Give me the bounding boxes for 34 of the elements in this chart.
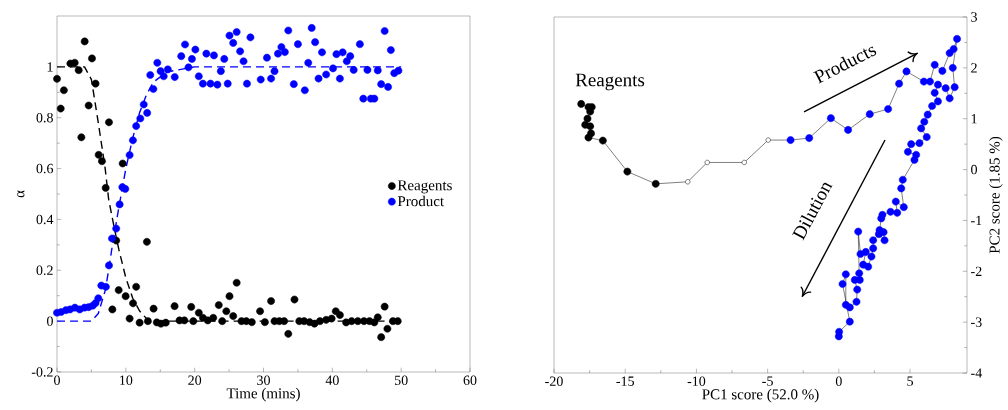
y-tick-label: -4: [971, 368, 982, 378]
y-tick-label: 0.4: [36, 214, 54, 225]
y-tick-label: 1: [47, 62, 53, 72]
x-tick-label: 0: [835, 376, 842, 386]
y-tick-label: 0: [971, 164, 978, 175]
x-tick-label: 20: [188, 375, 202, 385]
legend-label: Reagents: [397, 180, 452, 194]
y-tick-label: 0.6: [36, 163, 54, 174]
legend-label: Product: [397, 195, 444, 207]
x-tick-label: 40: [325, 375, 339, 385]
y-tick-label: -2: [971, 266, 982, 276]
y-axis-title: PC2 score (1.85 %): [989, 136, 1003, 254]
x-tick-label: -20: [545, 376, 563, 386]
y-tick-label: 0.2: [36, 265, 53, 276]
x-tick-label: 30: [257, 375, 270, 385]
annotation: Reagents: [575, 73, 645, 91]
y-tick-label: 0.8: [36, 112, 53, 123]
x-tick-label: -5: [762, 376, 773, 386]
x-axis-title: Time (mins): [226, 387, 300, 402]
x-tick-label: 60: [463, 375, 477, 385]
x-tick-label: 10: [120, 375, 133, 385]
y-tick-label: 0: [47, 316, 53, 326]
x-axis-title: PC1 score (52.0 %): [702, 388, 819, 403]
y-tick-label: -0.2: [31, 367, 53, 377]
x-tick-label: 5: [907, 376, 914, 386]
y-axis-title: α: [17, 190, 25, 198]
y-tick-label: 3: [971, 12, 978, 22]
y-tick-label: 1: [971, 114, 977, 124]
x-tick-label: -10: [687, 376, 706, 386]
y-tick-label: 2: [971, 63, 977, 73]
x-tick-label: -15: [616, 376, 635, 386]
y-tick-label: -3: [971, 317, 982, 327]
x-tick-label: 50: [394, 375, 408, 385]
y-tick-label: -1: [971, 215, 982, 226]
